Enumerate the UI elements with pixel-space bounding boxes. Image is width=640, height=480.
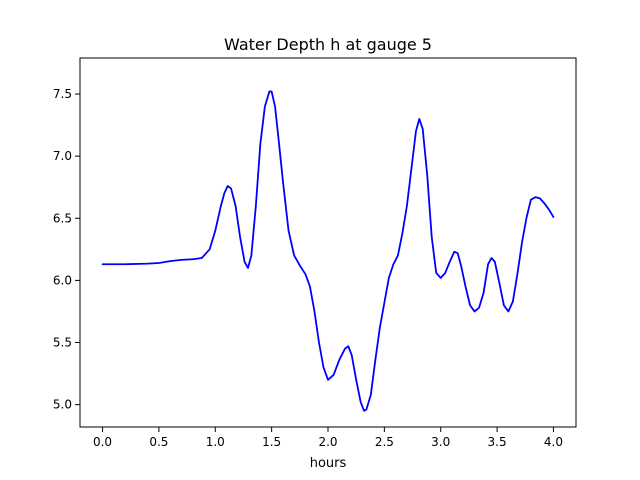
water-depth-line — [101, 90, 555, 412]
y-tick-label: 7.5 — [53, 87, 72, 101]
y-tick-label: 5.0 — [53, 398, 72, 412]
x-tick-label: 3.5 — [488, 435, 507, 449]
x-tick-label: 2.5 — [375, 435, 394, 449]
chart-title: Water Depth h at gauge 5 — [224, 35, 432, 54]
y-tick-label: 6.0 — [53, 273, 72, 287]
x-tick-label: 2.0 — [318, 435, 337, 449]
plot-frame — [79, 57, 577, 428]
x-tick-label: 0.5 — [149, 435, 168, 449]
y-tick-label: 7.0 — [53, 149, 72, 163]
x-tick-label: 3.0 — [431, 435, 450, 449]
x-axis-ticks: 0.0 0.5 1.0 1.5 2.0 2.5 3.0 3.5 4.0 — [93, 427, 563, 449]
y-tick-label: 6.5 — [53, 211, 72, 225]
x-tick-label: 4.0 — [544, 435, 563, 449]
x-axis-label: hours — [310, 456, 347, 471]
x-tick-label: 1.5 — [262, 435, 281, 449]
y-tick-label: 5.5 — [53, 336, 72, 350]
x-tick-label: 1.0 — [206, 435, 225, 449]
y-axis-ticks: 5.0 5.5 6.0 6.5 7.0 7.5 — [53, 87, 80, 412]
x-tick-label: 0.0 — [93, 435, 112, 449]
